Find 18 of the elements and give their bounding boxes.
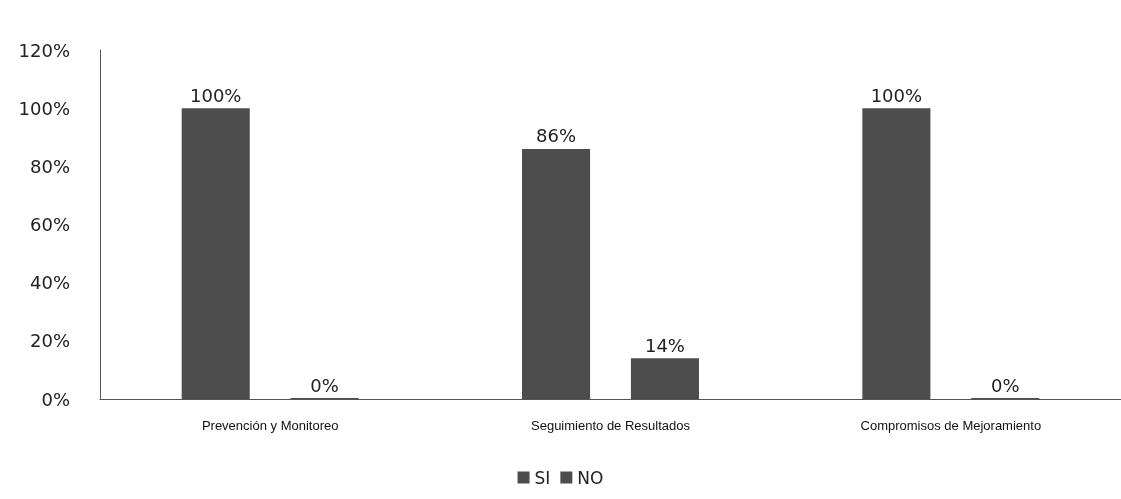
data-label: 14% (644, 334, 685, 356)
y-tick-label: 80% (29, 155, 70, 177)
y-tick-label: 120% (18, 39, 70, 61)
data-label: 100% (870, 84, 923, 106)
y-tick-label: 20% (29, 330, 70, 352)
y-tick-label: 100% (18, 97, 70, 119)
x-tick-label: Seguimiento de Resultados (531, 418, 691, 433)
y-tick-label: 40% (29, 272, 70, 294)
data-label: 86% (536, 125, 577, 147)
y-tick-label: 60% (29, 214, 70, 235)
data-label: 0% (310, 374, 339, 396)
data-label: 0% (991, 374, 1020, 396)
data-label: 100% (189, 84, 242, 106)
x-tick-label: Prevención y Monitoreo (201, 418, 339, 433)
x-tick-label: Compromisos de Mejoramiento (860, 418, 1042, 433)
legend-label: SI (534, 467, 551, 488)
legend-label: NO (577, 467, 604, 488)
y-tick-label: 0% (41, 388, 70, 410)
